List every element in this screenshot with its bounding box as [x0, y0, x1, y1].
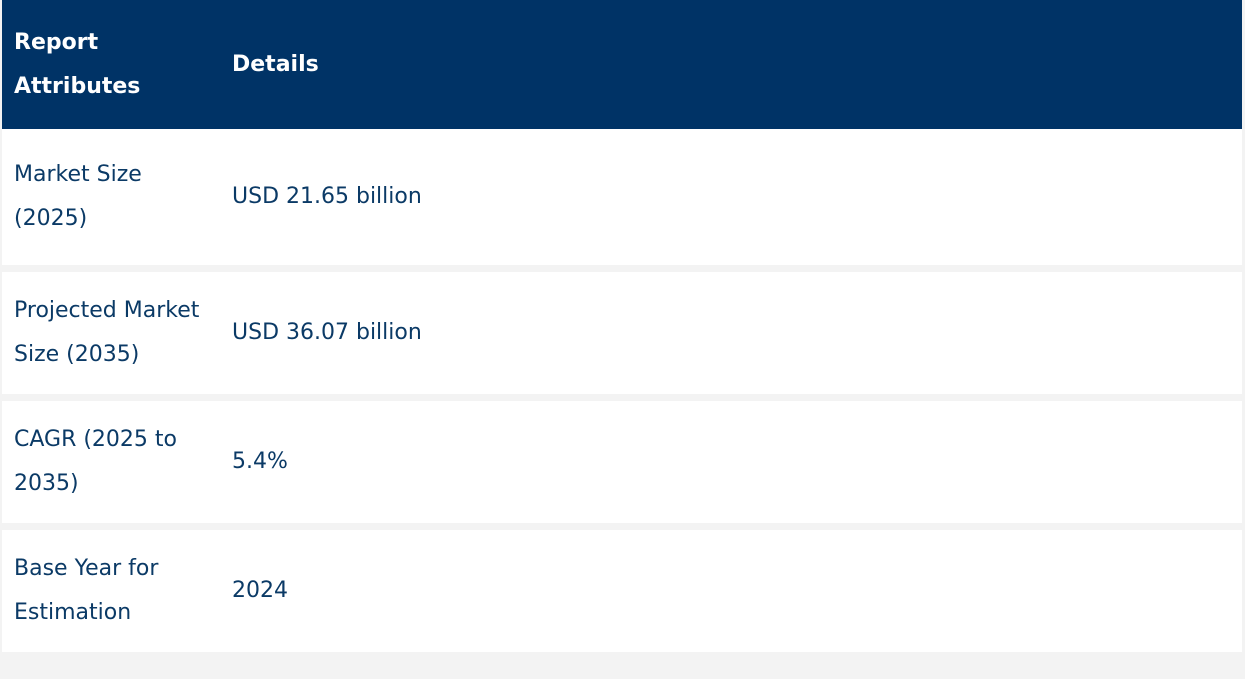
- row-details-cagr: 5.4%: [220, 394, 1242, 523]
- row-attribute-base-year: Base Year for Estimation: [2, 523, 220, 652]
- table-row: Projected Market Size (2035) USD 36.07 b…: [2, 265, 1242, 394]
- header-report-attributes: Report Attributes: [2, 0, 220, 129]
- header-details: Details: [220, 0, 1242, 129]
- row-attribute-cagr: CAGR (2025 to 2035): [2, 394, 220, 523]
- table-row: Market Size (2025) USD 21.65 billion: [2, 129, 1242, 265]
- row-attribute-projected-market-size: Projected Market Size (2035): [2, 265, 220, 394]
- row-details-projected-market-size: USD 36.07 billion: [220, 265, 1242, 394]
- table-header: Report Attributes Details: [2, 0, 1242, 129]
- table-row: Base Year for Estimation 2024: [2, 523, 1242, 652]
- row-details-base-year: 2024: [220, 523, 1242, 652]
- header-row: Report Attributes Details: [2, 0, 1242, 129]
- row-details-market-size: USD 21.65 billion: [220, 129, 1242, 265]
- report-attributes-table: Report Attributes Details Market Size (2…: [2, 0, 1242, 652]
- table-body: Market Size (2025) USD 21.65 billion Pro…: [2, 129, 1242, 652]
- row-attribute-market-size: Market Size (2025): [2, 129, 220, 265]
- table-row: CAGR (2025 to 2035) 5.4%: [2, 394, 1242, 523]
